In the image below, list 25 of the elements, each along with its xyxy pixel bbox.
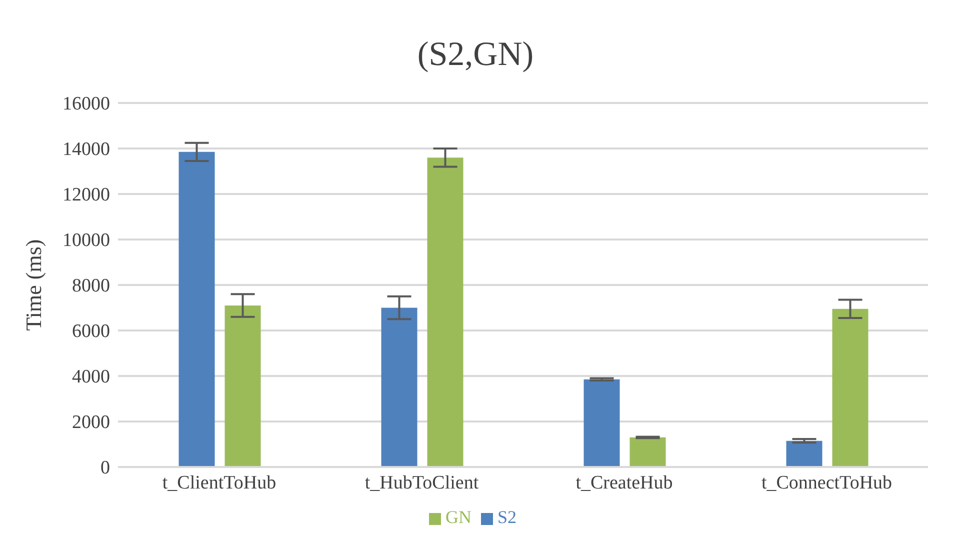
y-tick-label: 0: [100, 458, 110, 479]
legend-label: GN: [445, 507, 472, 527]
bar: [224, 305, 261, 467]
bar: [786, 440, 822, 467]
bar: [427, 158, 464, 467]
bar: [584, 379, 620, 467]
x-tick-label: t_CreateHub: [576, 472, 673, 494]
y-tick-label: 10000: [62, 230, 110, 252]
legend-label: S2: [497, 507, 516, 527]
y-tick-label: 4000: [72, 366, 110, 388]
x-tick-label: t_ConnectToHub: [761, 472, 892, 494]
bar: [381, 308, 418, 467]
x-tick-label: t_HubToClient: [364, 472, 480, 494]
y-tick-label: 14000: [62, 139, 110, 160]
y-axis-title: Time (ms): [20, 239, 46, 331]
bar: [630, 437, 666, 467]
x-tick-label: t_ClientToHub: [162, 472, 276, 494]
y-tick-label: 12000: [62, 184, 110, 206]
chart-title: (S2,GN): [416, 36, 535, 74]
y-tick-label: 6000: [72, 321, 110, 342]
bar: [178, 152, 215, 467]
y-tick-label: 16000: [62, 94, 110, 115]
bar: [832, 308, 868, 467]
y-tick-label: 2000: [72, 412, 110, 434]
y-tick-label: 8000: [72, 276, 110, 297]
